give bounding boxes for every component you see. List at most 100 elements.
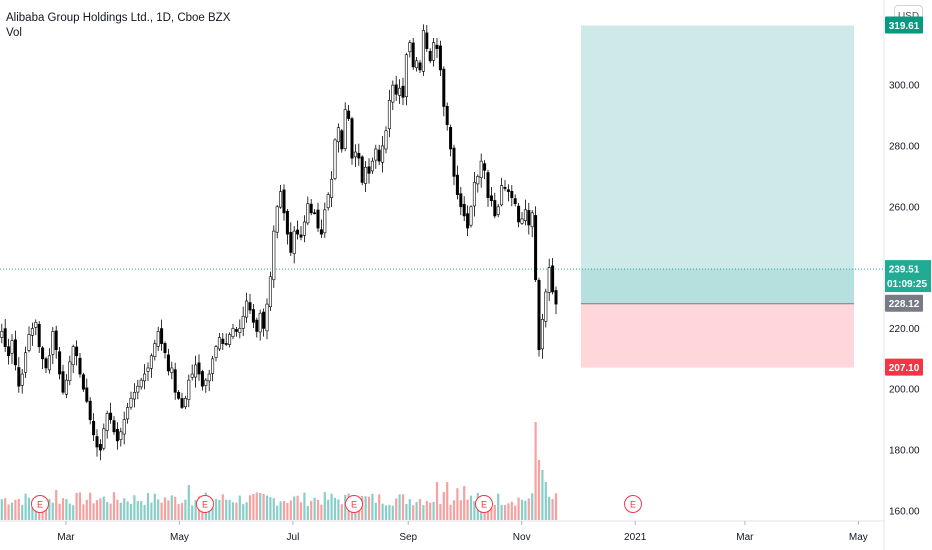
volume-bar	[412, 505, 415, 520]
candle	[285, 210, 289, 235]
candle	[306, 203, 310, 224]
candle	[194, 364, 198, 378]
candle	[469, 206, 473, 226]
candle	[37, 324, 41, 347]
candle	[415, 60, 419, 69]
candle	[272, 230, 276, 281]
volume-bar	[150, 502, 153, 520]
volume-bar	[24, 493, 27, 520]
volume-bar	[65, 499, 68, 520]
candle	[449, 127, 453, 150]
time-tick-label: Mar	[736, 532, 754, 543]
candle	[445, 105, 449, 125]
candle	[217, 337, 221, 350]
volume-bar	[432, 501, 435, 520]
volume-bar	[408, 499, 411, 520]
earnings-marker-icon	[196, 495, 214, 513]
time-tick-label: May	[849, 532, 868, 543]
volume-bar	[106, 502, 109, 520]
volume-bar	[187, 485, 190, 520]
candle	[92, 420, 96, 436]
candle	[350, 118, 354, 159]
volume-bar	[439, 504, 442, 520]
volume-bar	[153, 493, 156, 520]
volume-bar	[541, 470, 544, 520]
candle	[241, 315, 245, 329]
volume-bar	[500, 504, 503, 520]
candle	[428, 50, 432, 62]
earnings-marker-icon	[624, 495, 642, 513]
time-tick-label: May	[170, 532, 189, 543]
volume-bar	[469, 495, 473, 520]
stop-zone	[581, 303, 854, 368]
candle	[513, 198, 517, 205]
candle	[527, 210, 531, 226]
volume-bar	[44, 504, 48, 520]
volume-bar	[378, 494, 381, 520]
candle	[0, 331, 4, 338]
candle	[10, 340, 14, 354]
volume-bar	[391, 505, 394, 520]
candle	[275, 206, 279, 233]
candle	[71, 346, 75, 366]
candle	[326, 194, 330, 209]
candle	[105, 413, 109, 431]
candle	[132, 391, 136, 400]
volume-bar	[418, 499, 422, 520]
candle	[68, 361, 72, 382]
candle	[374, 148, 378, 161]
candle	[452, 147, 456, 177]
time-tick-label: Nov	[513, 532, 531, 543]
earnings-marker-icon	[475, 495, 493, 513]
candle	[309, 203, 313, 214]
candle	[231, 328, 235, 337]
candle	[289, 232, 293, 253]
candle	[7, 346, 11, 357]
candle	[204, 379, 208, 386]
candle	[41, 347, 45, 360]
candle	[500, 185, 504, 206]
volume-bar	[425, 501, 428, 520]
earnings-marker-label: E	[351, 500, 357, 510]
candle	[432, 42, 436, 61]
stop-price-label: 207.10	[889, 363, 920, 374]
candle	[166, 354, 170, 372]
price-tick-label: 220.00	[889, 324, 920, 335]
candle	[425, 32, 429, 49]
candle	[64, 379, 68, 395]
candle	[61, 371, 65, 393]
candle	[251, 309, 255, 323]
volume-bar	[167, 500, 170, 520]
candle	[486, 172, 490, 198]
candle	[81, 374, 85, 390]
candle	[139, 379, 143, 388]
volume-bar	[4, 498, 7, 520]
volume-bar	[527, 498, 530, 520]
target-price-label: 319.61	[889, 21, 920, 32]
volume-bar	[72, 505, 75, 520]
volume-bar	[520, 499, 524, 520]
candle	[183, 398, 187, 408]
candle	[544, 291, 548, 322]
candle	[265, 303, 269, 332]
candle	[442, 68, 446, 107]
volume-bar	[174, 496, 177, 520]
volume-bar	[282, 500, 286, 520]
candle	[238, 328, 242, 333]
candle	[540, 318, 544, 350]
candle	[58, 351, 62, 375]
volume-bar	[194, 500, 197, 520]
volume-bar	[78, 492, 82, 520]
volume-bar	[242, 504, 245, 520]
candle	[197, 362, 201, 375]
volume-bar	[214, 499, 218, 520]
volume-bar	[89, 492, 92, 520]
volume-bar	[221, 494, 224, 520]
volume-bar	[85, 499, 88, 520]
volume-bar	[95, 500, 99, 520]
volume-bar	[554, 493, 558, 520]
volume-bar	[306, 505, 309, 520]
candle	[136, 385, 140, 393]
volume-bar	[344, 494, 347, 520]
